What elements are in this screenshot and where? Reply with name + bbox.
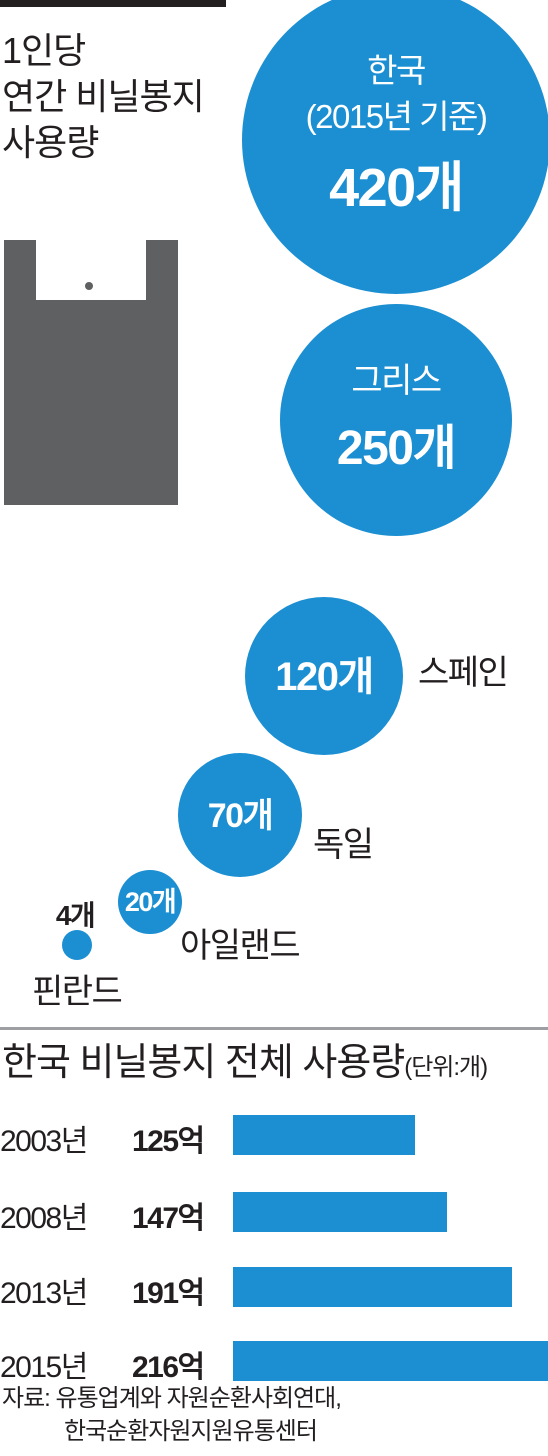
bar	[233, 1341, 548, 1381]
bubble-name: 그리스	[351, 362, 441, 400]
bubble-circle	[118, 870, 182, 934]
bubble-country-label: 아일랜드	[180, 927, 299, 965]
bubble-label: 120개	[275, 655, 373, 699]
bar-category-label: 2013년	[0, 1277, 88, 1310]
bubble-country-label: 핀란드	[32, 973, 122, 1011]
bar-row: 2003년 125억	[0, 1112, 548, 1158]
bar-category-label: 2015년	[0, 1351, 88, 1384]
bar	[233, 1267, 512, 1307]
bubble-circle	[178, 753, 302, 877]
bubble-3: 120개 스페인	[245, 597, 509, 755]
bar-chart-unit: (단위:개)	[404, 1054, 488, 1081]
bar-chart-title-text: 한국 비닐봉지 전체 사용량	[2, 1042, 405, 1084]
bubble-circle	[280, 304, 512, 536]
bubble-name: 한국	[367, 52, 425, 89]
bar-row: 2008년 147억	[0, 1189, 548, 1235]
title-line-3: 사용량	[2, 122, 99, 163]
chart-title: 1인당 연간 비닐봉지 사용량	[2, 28, 205, 166]
bubble-circle	[242, 0, 548, 294]
bar-value-label: 191억	[132, 1277, 205, 1310]
source-line-2: 한국순환자원지원유통센터	[64, 1418, 318, 1445]
bar-category-label: 2008년	[0, 1202, 88, 1235]
bar-value-label: 216억	[132, 1351, 205, 1384]
bubble-value-label: 4개	[56, 900, 94, 931]
bubble-circle	[245, 597, 403, 755]
bubble-1: 한국 (2015년 기준) 420개	[242, 0, 548, 294]
bubble-circle	[62, 930, 92, 960]
top-rule	[0, 0, 226, 7]
source-note: 자료: 유통업계와 자원순환사회연대, 한국순환자원지원유통센터	[2, 1382, 342, 1448]
bubble-country-label: 스페인	[418, 654, 507, 692]
plastic-bag-icon	[4, 240, 178, 505]
section-divider	[0, 1027, 548, 1030]
bar-chart-title: 한국 비닐봉지 전체 사용량(단위:개)	[2, 1038, 488, 1093]
bar	[233, 1115, 415, 1155]
bubble-label: 20개	[125, 887, 175, 917]
bar-value-label: 147억	[132, 1202, 205, 1235]
bar	[233, 1192, 447, 1232]
bar-category-label: 2003년	[0, 1125, 88, 1158]
bubble-2: 그리스 250개	[280, 304, 512, 536]
bubble-6: 핀란드 4개	[32, 900, 123, 1011]
bar-row: 2015년 216억	[0, 1338, 548, 1384]
bubble-label: 70개	[208, 797, 273, 835]
source-line-1: 자료: 유통업계와 자원순환사회연대,	[2, 1385, 342, 1412]
bubble-note: (2015년 기준)	[306, 98, 487, 135]
bubble-label: 250개	[337, 422, 455, 475]
bubble-label: 420개	[329, 158, 463, 218]
bar-value-label: 125억	[132, 1125, 205, 1158]
title-line-2: 연간 비닐봉지	[2, 76, 205, 117]
bar-row: 2013년 191억	[0, 1264, 548, 1310]
title-line-1: 1인당	[2, 30, 86, 71]
bubble-country-label: 독일	[313, 826, 373, 864]
